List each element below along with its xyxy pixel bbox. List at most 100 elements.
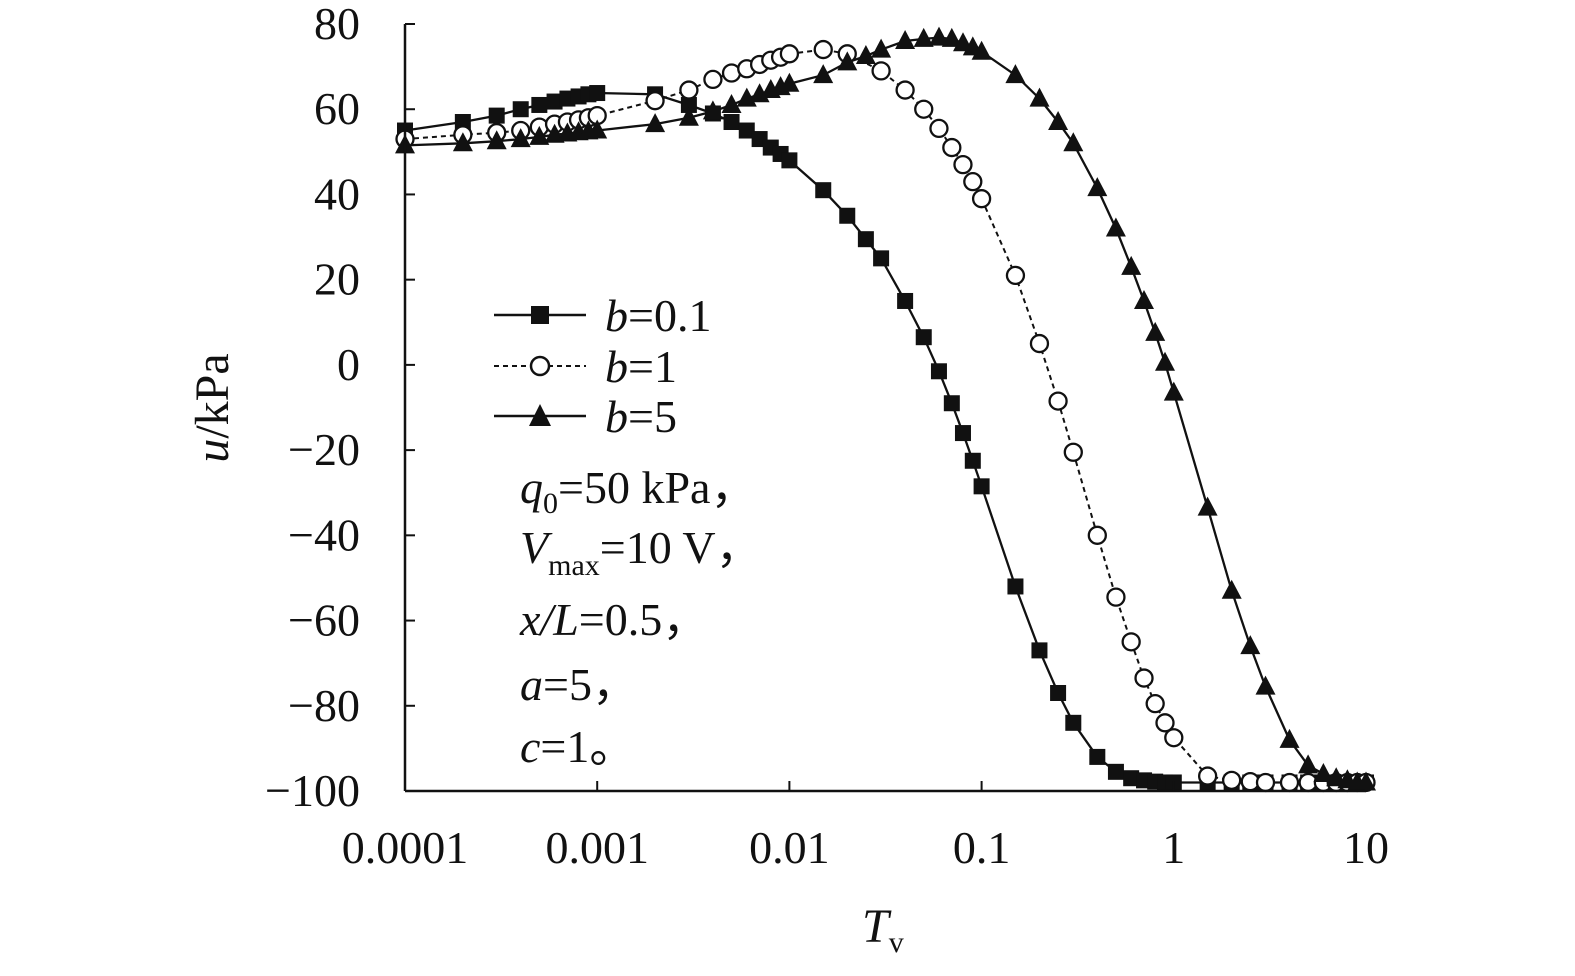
series-1-point-38 xyxy=(1155,713,1175,733)
x-tick-label-4: 1 xyxy=(1162,822,1185,873)
series-0-point-32 xyxy=(1050,684,1067,701)
y-tick-label-6: −40 xyxy=(288,509,360,560)
legend: b=0.1 b=1 b=5 xyxy=(494,290,711,442)
series-0-point-35 xyxy=(1107,763,1124,780)
annotation-0: q0=50 kPa， xyxy=(520,462,756,520)
y-tick-label-0: 80 xyxy=(314,0,360,49)
series-2-point-2 xyxy=(486,130,507,150)
series-0-point-27 xyxy=(954,425,971,442)
series-2-point-12 xyxy=(702,100,723,120)
series-1-point-24 xyxy=(929,118,949,139)
annotation-3: a=5， xyxy=(520,659,638,710)
series-0-point-1 xyxy=(454,114,471,131)
legend-entry-2: b=5 xyxy=(494,391,677,442)
annotation-1-italic: V xyxy=(520,522,553,573)
series-1-point-30 xyxy=(1029,333,1050,354)
series-2-point-10 xyxy=(645,113,666,133)
series-2-point-13 xyxy=(721,94,742,113)
series-2-point-18 xyxy=(779,72,800,92)
series-2-point-45 xyxy=(1279,728,1300,748)
series-2-point-39 xyxy=(1155,351,1175,371)
annotation-3-rest: =5， xyxy=(543,659,638,710)
y-tick-label-2: 40 xyxy=(314,168,360,219)
legend-entry-1: b=1 xyxy=(494,341,677,392)
series-0-point-30 xyxy=(1007,578,1024,595)
x-axis-title-main: T xyxy=(862,900,892,953)
series-2-point-11 xyxy=(678,106,699,126)
series-0-point-34 xyxy=(1089,748,1106,765)
x-tick-label-0: 0.0001 xyxy=(342,822,469,873)
series-0-point-33 xyxy=(1065,714,1082,731)
y-tick-label-5: −20 xyxy=(288,424,360,475)
series-0-point-3 xyxy=(512,101,529,118)
y-axis-title-italic: u xyxy=(186,439,239,463)
x-tick-label-1: 0.001 xyxy=(545,822,649,873)
series-1-point-19 xyxy=(813,39,833,60)
legend-label-2-rest: =5 xyxy=(628,391,677,442)
series-2-point-36 xyxy=(1121,255,1142,275)
series-2-point-26 xyxy=(941,27,962,47)
series-0-point-26 xyxy=(943,395,960,412)
y-tick-label-3: 20 xyxy=(314,254,360,305)
series-1-point-18 xyxy=(779,44,800,64)
series-1-point-34 xyxy=(1106,587,1126,607)
legend-label-0: b=0.1 xyxy=(605,290,711,341)
x-tick-label-5: 10 xyxy=(1343,822,1389,873)
annotation-1: Vmax=10 V， xyxy=(520,522,762,582)
series-2-point-20 xyxy=(837,51,858,71)
x-tick-label-2: 0.01 xyxy=(749,822,830,873)
series-2-point-32 xyxy=(1048,111,1069,130)
series-1-point-43 xyxy=(1255,772,1276,793)
series-2-point-43 xyxy=(1240,635,1261,655)
series-2-point-33 xyxy=(1063,132,1084,152)
legend-label-1: b=1 xyxy=(605,341,677,392)
series-2-point-31 xyxy=(1029,87,1050,107)
series-0-point-4 xyxy=(531,96,548,113)
series-2-point-21 xyxy=(855,45,876,64)
series-1-point-35 xyxy=(1121,632,1141,652)
series-2-point-30 xyxy=(1005,64,1026,84)
series-2-point-34 xyxy=(1087,177,1108,197)
series-2-point-22 xyxy=(871,38,892,58)
series-1-point-26 xyxy=(953,154,973,175)
series-1-point-28 xyxy=(971,189,992,209)
annotation-2-rest: =0.5， xyxy=(579,594,708,645)
x-axis-title-sub: v xyxy=(889,926,904,959)
axes xyxy=(403,24,1366,793)
series-2-point-41 xyxy=(1197,496,1218,516)
y-tick-label-8: −80 xyxy=(288,680,360,731)
series-2-point-37 xyxy=(1134,290,1154,309)
annotation-2-italic: x/L xyxy=(519,594,579,645)
annotation-4-italic: c xyxy=(520,721,540,772)
series-1-point-36 xyxy=(1134,668,1154,688)
series-2-point-24 xyxy=(913,27,934,47)
legend-marker-0 xyxy=(531,306,549,324)
series-0-point-19 xyxy=(815,182,832,199)
y-tick-label-7: −60 xyxy=(288,595,360,646)
series-1-point-22 xyxy=(895,80,915,100)
series-2-point-1 xyxy=(452,132,473,152)
series-0-point-21 xyxy=(857,231,874,248)
series-0-point-20 xyxy=(839,207,856,224)
series-2-point-40 xyxy=(1163,381,1184,401)
series-1-point-37 xyxy=(1145,693,1165,714)
annotation-4-rest: =1。 xyxy=(540,721,635,772)
y-tick-label-1: 60 xyxy=(314,83,360,134)
series-2-point-38 xyxy=(1145,321,1166,341)
series-1-point-25 xyxy=(942,137,962,158)
series-1-point-31 xyxy=(1048,391,1068,411)
series-0-point-29 xyxy=(973,478,990,495)
series-2-point-23 xyxy=(895,30,916,49)
y-tick-label-4: 0 xyxy=(337,339,360,390)
series-0-point-9 xyxy=(589,85,606,102)
series-0-point-24 xyxy=(915,329,932,346)
legend-marker-1 xyxy=(529,355,551,377)
series-0-point-22 xyxy=(873,250,890,267)
series-2-point-44 xyxy=(1255,675,1276,695)
series-1-point-23 xyxy=(914,99,934,119)
legend-label-0-italic: b xyxy=(605,290,628,341)
series-2-point-4 xyxy=(529,125,550,145)
series-1-point-12 xyxy=(703,69,723,90)
series-2-point-47 xyxy=(1313,763,1334,782)
